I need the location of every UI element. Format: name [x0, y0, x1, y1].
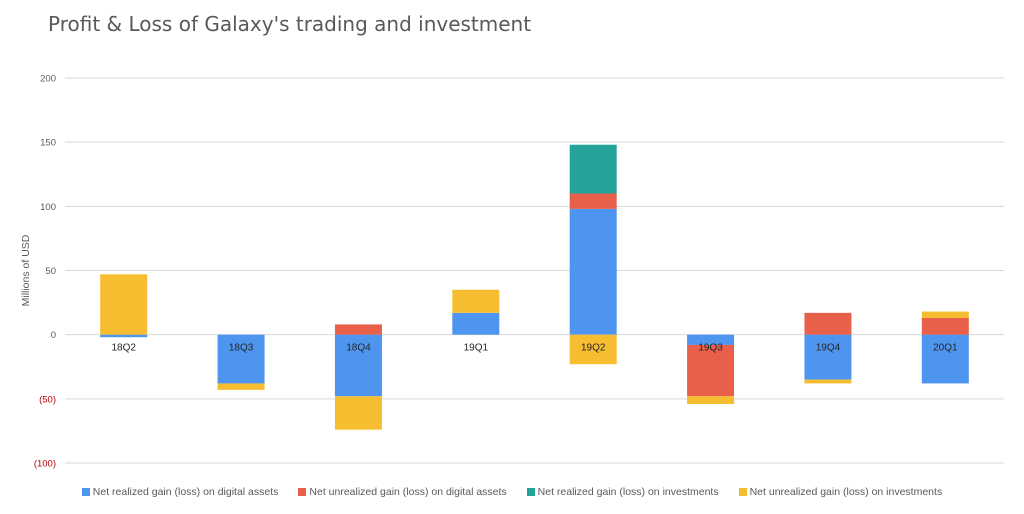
category-label: 19Q1 [464, 343, 489, 354]
legend-swatch [738, 488, 747, 497]
legend-label: Net unrealized gain (loss) on digital as… [309, 486, 507, 499]
bar-segment-20q1-series-2 [921, 317, 969, 335]
category-label: 19Q2 [581, 343, 606, 354]
bar-segment-19q4-series-4 [804, 379, 852, 384]
bar-segment-19q2-series-3 [569, 144, 617, 194]
legend-item: Net realized gain (loss) on digital asse… [81, 486, 279, 499]
bar-segment-19q2-series-4 [569, 334, 617, 365]
y-axis-label: Millions of USD [20, 234, 32, 306]
bar-segment-20q1-series-4 [921, 311, 969, 318]
bar-segment-18q4-series-1 [334, 334, 382, 397]
category-label: 19Q3 [698, 343, 723, 354]
legend-item: Net unrealized gain (loss) on investment… [738, 486, 943, 499]
bar-segment-18q3-series-4 [217, 383, 265, 390]
legend-swatch [298, 488, 307, 497]
y-tick-label: (50) [39, 394, 56, 405]
bar-segment-20q1-series-1 [921, 334, 969, 384]
y-tick-label: 150 [40, 138, 56, 149]
bar-segment-18q4-series-4 [334, 396, 382, 430]
y-tick-label: 0 [51, 330, 56, 341]
y-tick-label: 100 [40, 202, 56, 213]
legend-swatch [81, 488, 90, 497]
category-label: 20Q1 [933, 343, 958, 354]
bar-segment-19q2-series-1 [569, 208, 617, 335]
legend-label: Net realized gain (loss) on digital asse… [92, 486, 279, 499]
y-tick-label: 200 [40, 74, 56, 85]
bar-segment-18q4-series-2 [334, 324, 382, 335]
legend-label: Net unrealized gain (loss) on investment… [749, 486, 943, 499]
legend-item: Net realized gain (loss) on investments [526, 486, 719, 499]
bar-segment-19q4-series-2 [804, 312, 852, 335]
category-label: 18Q4 [346, 343, 371, 354]
legend-swatch [526, 488, 535, 497]
bar-segment-19q3-series-2 [687, 344, 735, 397]
category-label: 19Q4 [816, 343, 841, 354]
chart-title: Profit & Loss of Galaxy's trading and in… [48, 12, 532, 36]
legend-item: Net unrealized gain (loss) on digital as… [298, 486, 507, 499]
bar-segment-19q1-series-1 [452, 312, 500, 335]
category-label: 18Q2 [111, 343, 136, 354]
bar-segment-18q3-series-1 [217, 334, 265, 384]
bar-segment-19q1-series-4 [452, 289, 500, 313]
category-label: 18Q3 [229, 343, 254, 354]
bar-segment-19q4-series-1 [804, 334, 852, 380]
bar-chart: 200 150 100 50 0 (50) (100) Millions of USD 18Q2… [20, 74, 1004, 470]
bar-segment-19q3-series-4 [687, 396, 735, 404]
y-tick-label: 50 [45, 266, 56, 277]
legend-label: Net realized gain (loss) on investments [537, 486, 719, 499]
bar-segment-18q2-series-1 [100, 334, 148, 338]
y-tick-label: (100) [34, 459, 56, 470]
chart-legend: Net realized gain (loss) on digital asse… [0, 486, 1024, 498]
bar-segment-19q2-series-2 [569, 193, 617, 209]
bar-segment-19q3-series-1 [687, 334, 735, 345]
bar-segment-18q2-series-4 [100, 274, 148, 335]
